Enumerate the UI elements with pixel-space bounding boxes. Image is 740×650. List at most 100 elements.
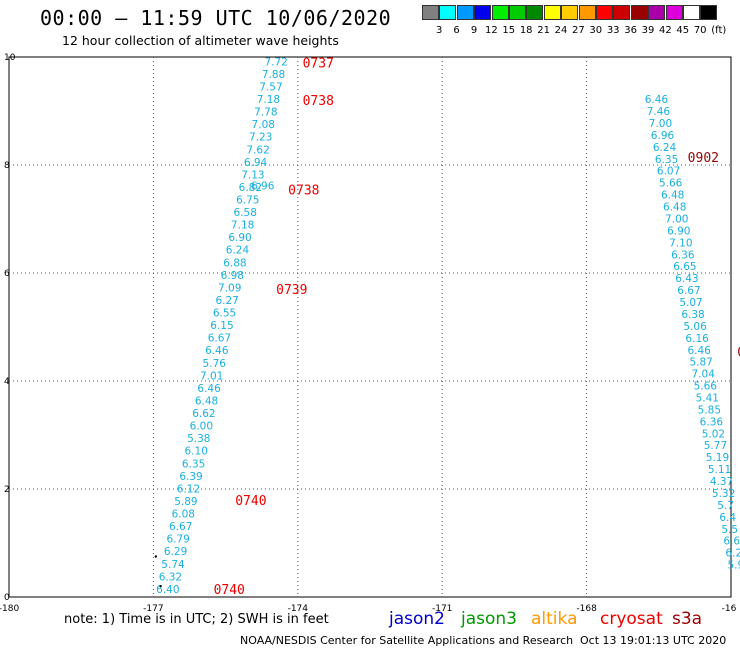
wave-height-label: 6.46 bbox=[205, 345, 229, 357]
wave-height-label: 7.18 bbox=[231, 220, 254, 232]
wave-height-label: 7.04 bbox=[692, 369, 716, 381]
lat-tick-label: 2 bbox=[4, 485, 10, 495]
wave-height-label: 5.38 bbox=[187, 433, 210, 445]
wave-height-label: 7.13 bbox=[241, 169, 264, 181]
wave-height-label: 6.24 bbox=[226, 245, 250, 257]
wave-height-label: 7.00 bbox=[665, 213, 688, 225]
wave-height-label: 5.87 bbox=[689, 357, 712, 369]
legend-label: 15 bbox=[502, 25, 516, 36]
wave-height-label: 7.18 bbox=[257, 94, 280, 106]
wave-height-label: 6.07 bbox=[657, 166, 680, 178]
wave-height-label: 7.57 bbox=[259, 81, 282, 93]
lat-tick-label: 6 bbox=[4, 269, 10, 279]
wave-height-label: 7.08 bbox=[252, 119, 275, 131]
wave-height-label: 7.72 bbox=[264, 56, 287, 68]
legend-swatch bbox=[439, 5, 457, 20]
legend-swatch bbox=[509, 5, 526, 20]
lat-tick-label: 8 bbox=[4, 161, 10, 171]
wave-height-label: 6.10 bbox=[185, 446, 208, 458]
wave-height-label: 6.46 bbox=[687, 345, 711, 357]
wave-height-label: 7.46 bbox=[647, 106, 671, 118]
wave-height-label: 6.6 bbox=[723, 536, 740, 548]
legend-label: 27 bbox=[572, 25, 585, 36]
wave-height-label: 6.90 bbox=[667, 225, 690, 237]
plot-frame bbox=[8, 56, 732, 598]
legend-swatch bbox=[700, 5, 718, 20]
wave-height-label: 6.58 bbox=[234, 207, 257, 219]
wave-height-label: 6.79 bbox=[166, 534, 189, 546]
wave-height-label: 6.38 bbox=[681, 309, 704, 321]
legend-label: 42 bbox=[659, 25, 672, 36]
legend-label: 45 bbox=[676, 25, 690, 36]
wave-height-label: 6.82 bbox=[239, 182, 262, 194]
legend-swatch bbox=[613, 5, 631, 20]
wave-height-label: 5.06 bbox=[683, 321, 707, 333]
wave-height-label: 6.16 bbox=[685, 333, 709, 345]
wave-height-label: 5.02 bbox=[702, 428, 725, 440]
legend-swatch bbox=[543, 5, 561, 20]
wave-height-label: 6.48 bbox=[663, 202, 686, 214]
wave-height-label: 6.75 bbox=[236, 194, 259, 206]
wave-height-label: 5.89 bbox=[174, 496, 197, 508]
wave-height-label: 6.24 bbox=[653, 142, 677, 154]
lat-tick-label: 10 bbox=[4, 53, 16, 63]
legend-swatch bbox=[578, 5, 596, 20]
legend-unit: (ft) bbox=[711, 25, 727, 36]
legend-label: 6 bbox=[453, 25, 460, 36]
page-title: 00:00 – 11:59 UTC 10/06/2020 bbox=[40, 6, 392, 30]
time-label: 0739 bbox=[276, 283, 307, 298]
legend-swatch bbox=[456, 5, 474, 20]
footer-timestamp: Oct 13 19:01:13 UTC 2020 bbox=[580, 634, 727, 647]
wave-height-label: 6.29 bbox=[164, 546, 187, 558]
wave-height-label: 5.19 bbox=[706, 452, 729, 464]
wave-height-label: 6.4 bbox=[719, 512, 736, 524]
wave-height-label: 6.48 bbox=[195, 395, 218, 407]
lon-tick-label: -180 bbox=[0, 604, 19, 614]
wave-height-label: 5.76 bbox=[203, 358, 227, 370]
legend-label: 21 bbox=[537, 25, 550, 36]
wave-height-label: 6.67 bbox=[677, 285, 700, 297]
wave-height-label: 5.07 bbox=[679, 297, 702, 309]
lon-tick-label: -174 bbox=[288, 604, 309, 614]
legend-swatch bbox=[474, 5, 492, 20]
legend-label: 24 bbox=[554, 25, 568, 36]
lat-tick-label: 4 bbox=[4, 377, 10, 387]
wave-height-label: 6.67 bbox=[169, 521, 192, 533]
wave-height-label: 6.36 bbox=[671, 249, 695, 261]
wave-height-label: 6.35 bbox=[655, 154, 678, 166]
page-subtitle: 12 hour collection of altimeter wave hei… bbox=[62, 33, 339, 48]
legend-label: 9 bbox=[470, 25, 478, 36]
time-label: 0740 bbox=[235, 494, 266, 509]
legend-swatch bbox=[561, 5, 579, 20]
note-text: note: 1) Time is in UTC; 2) SWH is in fe… bbox=[64, 612, 329, 627]
time-label: 0740 bbox=[214, 583, 245, 598]
wave-height-label: 5.74 bbox=[161, 559, 185, 571]
legend-swatch bbox=[596, 5, 613, 20]
lon-tick-label: -171 bbox=[432, 604, 452, 614]
wave-height-label: 6.43 bbox=[675, 273, 698, 285]
satellite-label: cryosat bbox=[600, 609, 663, 629]
wave-height-label: 6.12 bbox=[177, 483, 200, 495]
wave-height-label: 6.90 bbox=[228, 232, 251, 244]
wave-height-label: 7.10 bbox=[669, 237, 692, 249]
wave-height-label: 5.32 bbox=[712, 488, 735, 500]
legend-swatch bbox=[665, 5, 683, 20]
legend-label: 33 bbox=[606, 25, 620, 36]
footer-org: NOAA/NESDIS Center for Satellite Applica… bbox=[240, 634, 574, 647]
wave-height-label: 6.46 bbox=[645, 94, 669, 106]
wave-height-label: 6.32 bbox=[159, 571, 182, 583]
wave-height-label: 6.98 bbox=[221, 270, 244, 282]
wave-height-label: 6.40 bbox=[156, 584, 179, 596]
time-label: 09 bbox=[737, 345, 740, 360]
wave-height-label: 7.23 bbox=[249, 132, 272, 144]
legend-label: 12 bbox=[485, 25, 498, 36]
wave-height-label: 5.77 bbox=[704, 440, 727, 452]
time-label: 0737 bbox=[303, 56, 334, 71]
wave-height-label: 5.85 bbox=[698, 404, 721, 416]
legend-label: 30 bbox=[589, 25, 603, 36]
legend-label: 39 bbox=[641, 25, 655, 36]
wave-height-label: 5.5 bbox=[721, 524, 738, 536]
wave-height-label: 6.62 bbox=[192, 408, 215, 420]
wave-height-label: 7.09 bbox=[218, 282, 241, 294]
